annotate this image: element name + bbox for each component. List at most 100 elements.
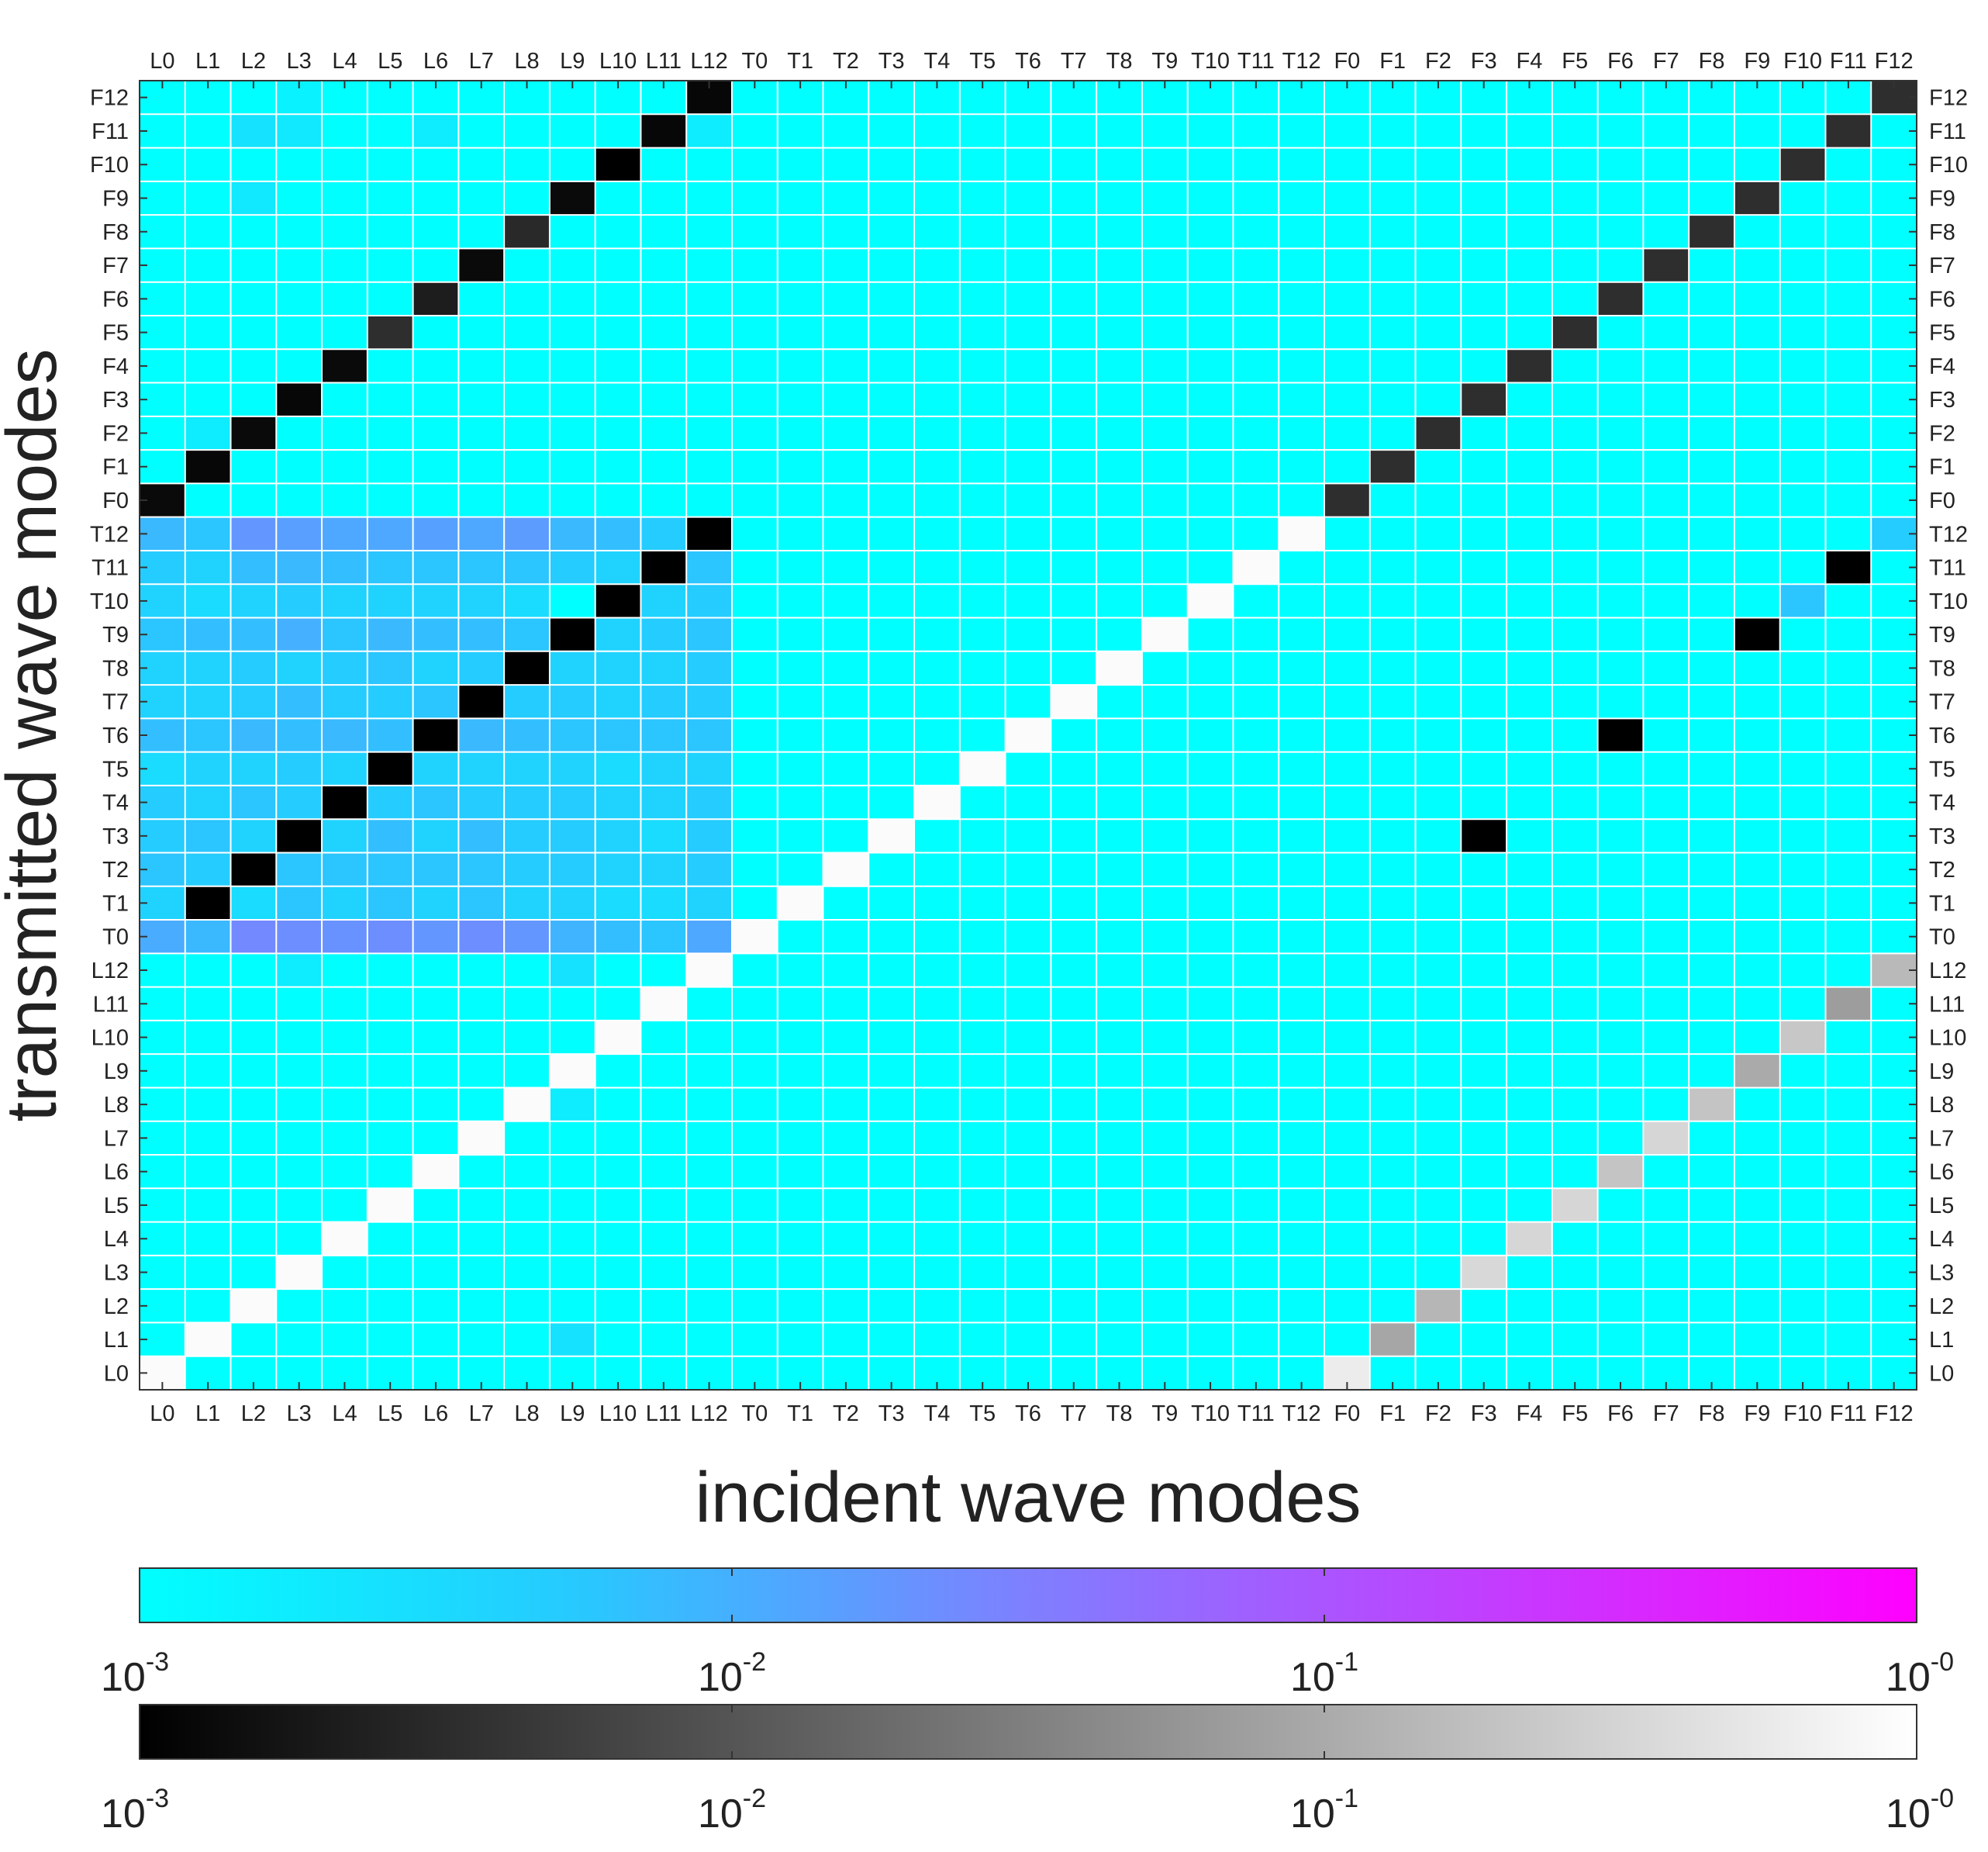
heatmap-cell-F6-F4 (1597, 349, 1644, 384)
heatmap-cell-T4-L12 (914, 953, 961, 988)
heatmap-cell-L8-T11 (504, 550, 550, 585)
heatmap-cell-L6-T1 (412, 886, 459, 921)
heatmap-cell-F2-F8 (1415, 215, 1462, 249)
heatmap-cell-F7-T3 (1643, 819, 1689, 853)
heatmap-cell-T12-L11 (1279, 986, 1325, 1021)
heatmap-cell-T7-L7 (1051, 1121, 1097, 1156)
heatmap-cell-L8-T10 (504, 584, 550, 619)
heatmap-cell-F4-L8 (1507, 1087, 1553, 1122)
heatmap-cell-L1-T12 (185, 517, 232, 551)
heatmap-cell-F7-F5 (1643, 315, 1689, 350)
heatmap-cell-T5-L11 (959, 986, 1006, 1021)
heatmap-cell-T0-L11 (732, 986, 778, 1021)
heatmap-cell-F6-T2 (1597, 852, 1644, 887)
heatmap-cell-F6-F8 (1597, 215, 1644, 249)
heatmap-cell-T4-T6 (914, 718, 961, 753)
x-tick-bottom-L11: L11 (646, 1401, 682, 1426)
heatmap-cell-L4-F4 (322, 349, 368, 384)
heatmap-cell-L8-F6 (504, 282, 550, 316)
heatmap-cell-L4-T1 (322, 886, 368, 921)
heatmap-cell-F4-T5 (1507, 752, 1553, 786)
heatmap-cell-L1-T4 (185, 785, 232, 820)
heatmap-cell-L12-L6 (686, 1155, 733, 1189)
heatmap-cell-T7-T6 (1051, 718, 1097, 753)
heatmap-cell-F2-T4 (1415, 785, 1462, 820)
heatmap-cell-L4-L11 (322, 986, 368, 1021)
heatmap-cell-T9-L7 (1141, 1121, 1189, 1156)
x-tick-top-F3: F3 (1471, 49, 1497, 74)
heatmap-cell-F2-F4 (1415, 349, 1462, 384)
heatmap-cell-T7-L2 (1051, 1289, 1097, 1323)
heatmap-cell-F1-T11 (1369, 550, 1417, 585)
heatmap-cell-L2-L6 (230, 1155, 277, 1189)
heatmap-cell-L8-L4 (504, 1221, 550, 1256)
heatmap-cell-L7-F10 (458, 147, 505, 182)
heatmap-cell-F7-L6 (1643, 1155, 1689, 1189)
heatmap-cell-F10-T0 (1779, 920, 1826, 954)
heatmap-cell-F3-L7 (1461, 1121, 1507, 1156)
heatmap-cell-L5-L11 (367, 986, 414, 1021)
heatmap-cell-L9-L11 (549, 986, 596, 1021)
heatmap-cell-L1-L6 (185, 1155, 232, 1189)
heatmap-cell-F4-L1 (1507, 1322, 1553, 1357)
heatmap-cell-F5-T8 (1551, 651, 1599, 686)
heatmap-cell-T10-T10 (1187, 584, 1234, 619)
heatmap-cell-T11-L7 (1233, 1121, 1279, 1156)
heatmap-cell-F6-L6 (1597, 1155, 1644, 1189)
heatmap-cell-F6-L7 (1597, 1121, 1644, 1156)
x-tick-top-F11: F11 (1830, 49, 1867, 74)
y-tick-right-F12: F12 (1929, 86, 1968, 111)
heatmap-cell-F1-F5 (1369, 315, 1417, 350)
heatmap-cell-L3-F6 (276, 282, 323, 316)
y-tick-left-L5: L5 (104, 1194, 129, 1218)
heatmap-cell-T11-T3 (1233, 819, 1279, 853)
heatmap-cell-F11-L7 (1825, 1121, 1872, 1156)
heatmap-cell-F8-T5 (1689, 752, 1735, 786)
heatmap-cell-F0-F7 (1324, 248, 1371, 283)
heatmap-cell-T1-T8 (777, 651, 824, 686)
heatmap-cell-F11-T0 (1825, 920, 1872, 954)
heatmap-cell-F4-T10 (1507, 584, 1553, 619)
x-tick-top-F7: F7 (1653, 49, 1679, 74)
heatmap-cell-F2-F5 (1415, 315, 1462, 350)
y-tick-right-T7: T7 (1929, 690, 1955, 715)
heatmap-cell-F3-T1 (1461, 886, 1507, 921)
heatmap-cell-L1-F8 (185, 215, 232, 249)
y-tick-left-F9: F9 (102, 186, 129, 211)
heatmap-cell-T11-T4 (1233, 785, 1279, 820)
heatmap-cell-F9-F9 (1734, 181, 1781, 216)
heatmap-cell-T8-L8 (1096, 1087, 1143, 1122)
heatmap-cell-L7-L2 (458, 1289, 505, 1323)
heatmap-cell-T10-L4 (1187, 1221, 1234, 1256)
heatmap-cell-F9-T10 (1734, 584, 1781, 619)
heatmap-cell-F1-T7 (1369, 685, 1417, 719)
y-tick-right-L0: L0 (1929, 1361, 1954, 1386)
heatmap-cell-L7-L12 (458, 953, 505, 988)
heatmap-cell-L1-T11 (185, 550, 232, 585)
colorbar-color-label-0: 10-3 (101, 1647, 169, 1700)
heatmap-cell-T0-L1 (732, 1322, 778, 1357)
heatmap-cell-L11-L8 (640, 1087, 687, 1122)
heatmap-cell-F9-T4 (1734, 785, 1781, 820)
heatmap-cell-L8-F3 (504, 382, 550, 417)
heatmap-cell-T4-L8 (914, 1087, 961, 1122)
heatmap-cell-L12-L10 (686, 1020, 733, 1055)
heatmap-cell-F4-T1 (1507, 886, 1553, 921)
heatmap-cell-T9-T4 (1141, 785, 1189, 820)
heatmap-cell-L5-T8 (367, 651, 414, 686)
heatmap-cell-L1-F9 (185, 181, 232, 216)
x-tick-bottom-F9: F9 (1744, 1401, 1770, 1426)
heatmap-cell-F7-L12 (1643, 953, 1689, 988)
heatmap-cell-T3-L4 (868, 1221, 915, 1256)
heatmap-cell-F9-T2 (1734, 852, 1781, 887)
heatmap-cell-L5-T2 (367, 852, 414, 887)
heatmap-cell-F6-F3 (1597, 382, 1644, 417)
heatmap-cell-L11-T6 (640, 718, 687, 753)
heatmap-cell-T10-L11 (1187, 986, 1234, 1021)
heatmap-cell-T7-T10 (1051, 584, 1097, 619)
heatmap-cell-T3-T6 (868, 718, 915, 753)
heatmap-cell-L1-T10 (185, 584, 232, 619)
heatmap-cell-T5-L4 (959, 1221, 1006, 1256)
heatmap-cell-L12-F10 (686, 147, 733, 182)
heatmap-cell-F7-L7 (1643, 1121, 1689, 1156)
